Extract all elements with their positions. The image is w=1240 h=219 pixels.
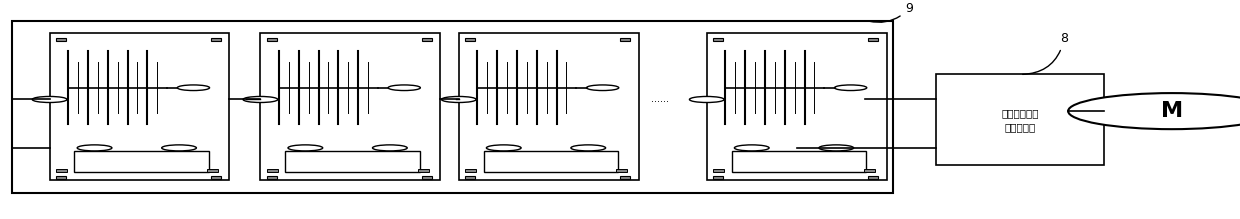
Bar [620,38,630,41]
Bar [484,151,619,171]
Text: 8: 8 [1023,32,1068,74]
Bar [868,38,878,41]
Circle shape [587,85,619,90]
Bar [211,177,221,179]
FancyBboxPatch shape [260,34,440,180]
Text: 高压配电及电
机控制系统: 高压配电及电 机控制系统 [1001,108,1039,132]
Bar [713,169,724,171]
Bar [713,38,723,41]
Bar [422,38,432,41]
Circle shape [177,85,210,90]
Circle shape [570,145,605,151]
Circle shape [161,145,196,151]
FancyBboxPatch shape [50,34,229,180]
Circle shape [835,85,867,90]
FancyBboxPatch shape [707,34,887,180]
Bar [74,151,210,171]
Bar [267,38,277,41]
Bar [12,21,893,193]
Circle shape [243,96,278,102]
Bar [465,38,475,41]
Circle shape [288,145,322,151]
Circle shape [388,85,420,90]
Bar [422,177,432,179]
Bar [936,74,1104,165]
Text: 9: 9 [869,2,913,22]
Bar [713,177,723,179]
Circle shape [372,145,407,151]
FancyBboxPatch shape [459,34,639,180]
Circle shape [1068,93,1240,129]
Circle shape [32,96,67,102]
Bar [864,169,875,171]
Text: M: M [1161,101,1183,121]
Bar [211,38,221,41]
Circle shape [734,145,769,151]
Bar [285,151,420,171]
Bar [267,169,278,171]
Bar [620,177,630,179]
Bar [868,177,878,179]
Bar [56,169,67,171]
Circle shape [441,96,476,102]
Circle shape [818,145,853,151]
Circle shape [689,96,724,102]
Circle shape [486,145,521,151]
Bar [616,169,627,171]
Bar [267,177,277,179]
Circle shape [77,145,112,151]
Bar [207,169,218,171]
Bar [732,151,867,171]
Bar [56,177,66,179]
Bar [418,169,429,171]
Bar [465,177,475,179]
Text: ......: ...... [651,94,670,104]
Bar [56,38,66,41]
Bar [465,169,476,171]
